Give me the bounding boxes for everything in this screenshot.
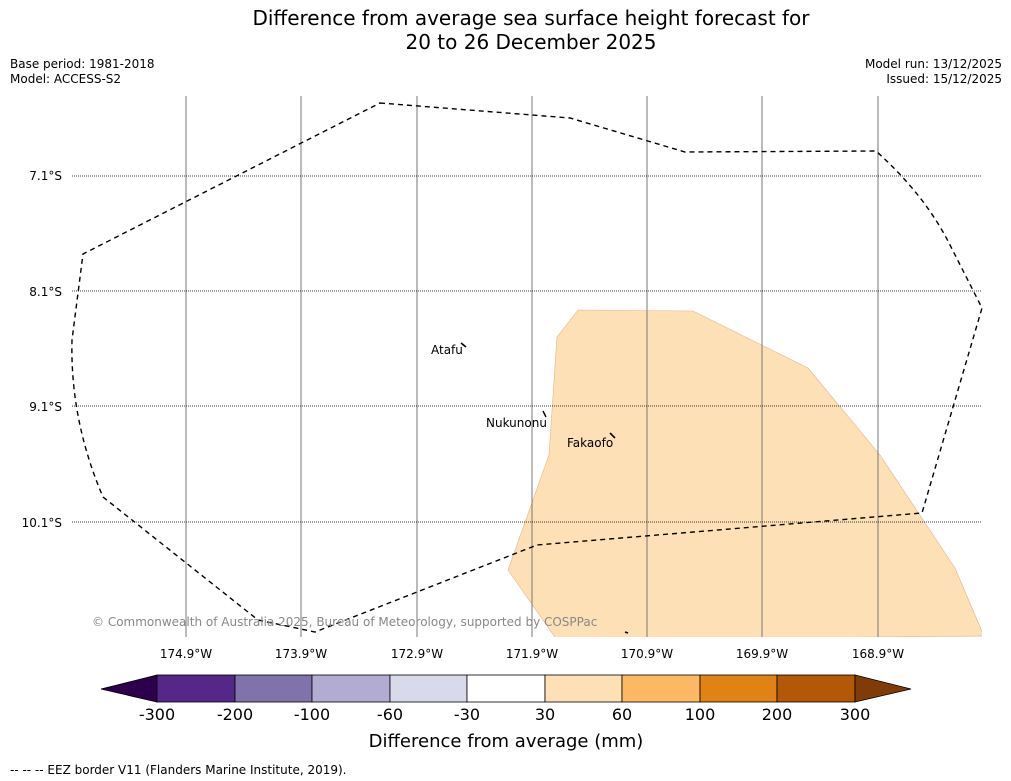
colorbar-tick: -60 bbox=[377, 705, 403, 724]
colorbar-segment bbox=[699, 674, 778, 703]
lon-label: 170.9°W bbox=[621, 647, 673, 661]
fakaofo-island bbox=[609, 432, 616, 439]
colorbar-segment bbox=[389, 674, 468, 703]
anomaly-region bbox=[507, 309, 982, 637]
colorbar-segment bbox=[311, 674, 391, 703]
colorbar-tick: 30 bbox=[535, 705, 555, 724]
nukunonu-island bbox=[542, 410, 547, 418]
title-line-2: 20 to 26 December 2025 bbox=[405, 30, 657, 54]
map-title: Difference from average sea surface heig… bbox=[0, 6, 1011, 54]
colorbar-tick: 300 bbox=[840, 705, 871, 724]
colorbar-extend-high bbox=[854, 674, 912, 703]
colorbar-segment bbox=[466, 674, 546, 703]
base-period: Base period: 1981-2018 bbox=[10, 57, 155, 71]
place-label-nukunonu: Nukunonu bbox=[486, 416, 547, 430]
lat-label: 10.1°S bbox=[22, 516, 62, 530]
lon-label: 169.9°W bbox=[736, 647, 788, 661]
colorbar-label: Difference from average (mm) bbox=[369, 731, 644, 752]
lon-label: 174.9°W bbox=[160, 647, 212, 661]
colorbar-tick: -100 bbox=[294, 705, 330, 724]
copyright-text: © Commonwealth of Australia 2025, Bureau… bbox=[92, 615, 597, 629]
eez-legend-footer: -- -- -- EEZ border V11 (Flanders Marine… bbox=[10, 763, 347, 777]
lon-label: 171.9°W bbox=[506, 647, 558, 661]
lat-label: 7.1°S bbox=[29, 169, 62, 183]
colorbar-tick: -300 bbox=[139, 705, 175, 724]
lon-label: 173.9°W bbox=[275, 647, 327, 661]
parallel-lines bbox=[72, 175, 982, 523]
title-line-1: Difference from average sea surface heig… bbox=[252, 6, 810, 30]
atafu-island bbox=[460, 342, 467, 348]
colorbar-segment bbox=[156, 674, 236, 703]
eez-border bbox=[71, 102, 983, 633]
colorbar-segment bbox=[621, 674, 701, 703]
colorbar-tick: 200 bbox=[762, 705, 793, 724]
colorbar-segment bbox=[234, 674, 313, 703]
model-run: Model run: 13/12/2025 bbox=[864, 57, 1002, 71]
colorbar-extend-low bbox=[100, 674, 158, 703]
lon-label: 172.9°W bbox=[391, 647, 443, 661]
colorbar bbox=[100, 674, 912, 703]
colorbar-tick: -200 bbox=[217, 705, 253, 724]
lat-label: 9.1°S bbox=[29, 400, 62, 414]
colorbar-segment bbox=[544, 674, 623, 703]
colorbar-segment bbox=[776, 674, 856, 703]
lon-label: 168.9°W bbox=[852, 647, 904, 661]
meta-left: Base period: 1981-2018 Model: ACCESS-S2 bbox=[10, 57, 155, 87]
meta-right: Model run: 13/12/2025 Issued: 15/12/2025 bbox=[865, 57, 1002, 87]
lat-label: 8.1°S bbox=[29, 285, 62, 299]
place-label-fakaofo: Fakaofo bbox=[567, 436, 613, 450]
colorbar-tick: 100 bbox=[685, 705, 716, 724]
model-name: Model: ACCESS-S2 bbox=[10, 72, 122, 86]
colorbar-tick: 60 bbox=[612, 705, 632, 724]
place-label-atafu: Atafu bbox=[431, 343, 463, 357]
swains-island bbox=[624, 631, 629, 634]
colorbar-tick: -30 bbox=[454, 705, 480, 724]
issued-date: Issued: 15/12/2025 bbox=[886, 72, 1002, 86]
